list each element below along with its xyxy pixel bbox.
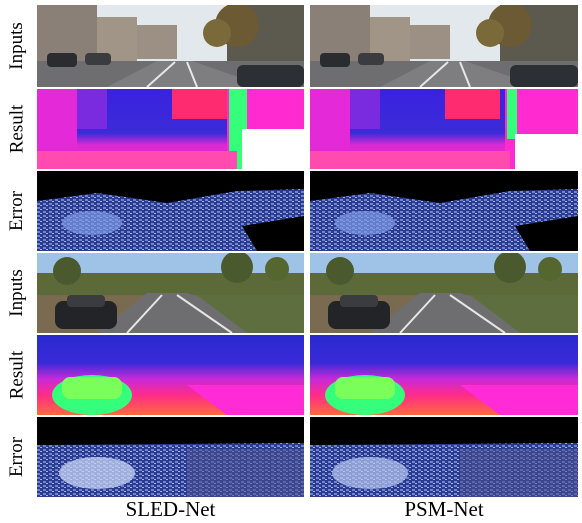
result-map-2-left: [37, 335, 304, 415]
result-map-1-left: [37, 89, 304, 169]
row-label-result-2: Result: [6, 350, 27, 400]
input-image-2-left: [37, 253, 304, 333]
error-map-1-left: [37, 171, 304, 251]
error-map-2-left: [37, 417, 304, 497]
result-map-1-right: [310, 89, 578, 169]
row-label-result-1: Result: [6, 104, 27, 154]
column-label-psm-net: PSM-Net: [404, 497, 484, 521]
column-label-sled-net: SLED-Net: [125, 497, 216, 521]
input-image-1-right: [310, 5, 578, 87]
result-map-2-right: [310, 335, 578, 415]
input-image-2-right: [310, 253, 578, 333]
row-label-inputs-1: Inputs: [6, 22, 27, 70]
row-label-error-1: Error: [6, 190, 27, 232]
error-map-1-right: [310, 171, 578, 251]
input-image-1-left: [37, 5, 304, 87]
error-map-2-right: [310, 417, 578, 497]
row-label-error-2: Error: [6, 436, 27, 478]
row-label-inputs-2: Inputs: [6, 269, 27, 317]
